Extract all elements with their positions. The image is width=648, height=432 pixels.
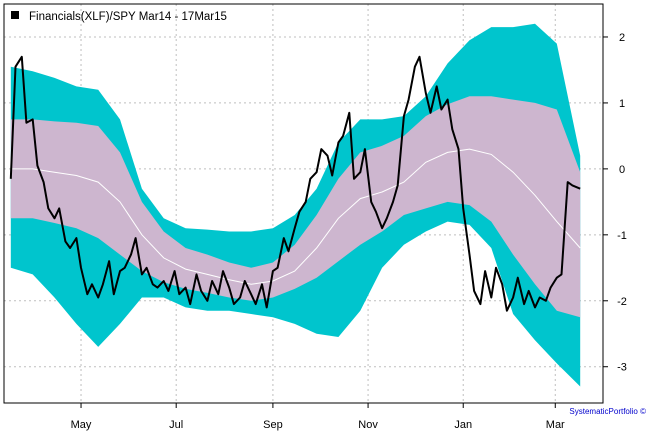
x-tick-label-5: Mar xyxy=(546,419,565,431)
y-tick-label-5: -3 xyxy=(617,362,627,374)
x-tick-label-2: Sep xyxy=(263,419,283,431)
mean-line xyxy=(10,148,581,285)
y-tick-label-0: 2 xyxy=(619,32,625,44)
inner-band xyxy=(10,96,581,318)
x-tick-label-3: Nov xyxy=(358,419,378,431)
y-tick-label-2: 0 xyxy=(619,164,625,176)
x-tick-label-4: Jan xyxy=(454,419,472,431)
credit-text: SystematicPortfolio © xyxy=(569,407,646,416)
y-tick-label-3: -1 xyxy=(617,230,627,242)
y-tick-label-1: 1 xyxy=(619,98,625,110)
plot-frame xyxy=(3,3,604,404)
legend: Financials(XLF)/SPY Mar14 - 17Mar15 xyxy=(11,11,227,23)
x-tick-label-1: Jul xyxy=(169,419,183,431)
x-axis: May Jul Sep Nov Jan Mar xyxy=(71,403,565,431)
y-tick-label-4: -2 xyxy=(617,296,627,308)
y-axis: 2 1 0 -1 -2 -3 xyxy=(603,32,627,374)
series-line xyxy=(9,55,581,312)
legend-swatch xyxy=(11,11,19,19)
x-tick-label-0: May xyxy=(71,419,92,431)
legend-label: Financials(XLF)/SPY Mar14 - 17Mar15 xyxy=(29,11,227,23)
